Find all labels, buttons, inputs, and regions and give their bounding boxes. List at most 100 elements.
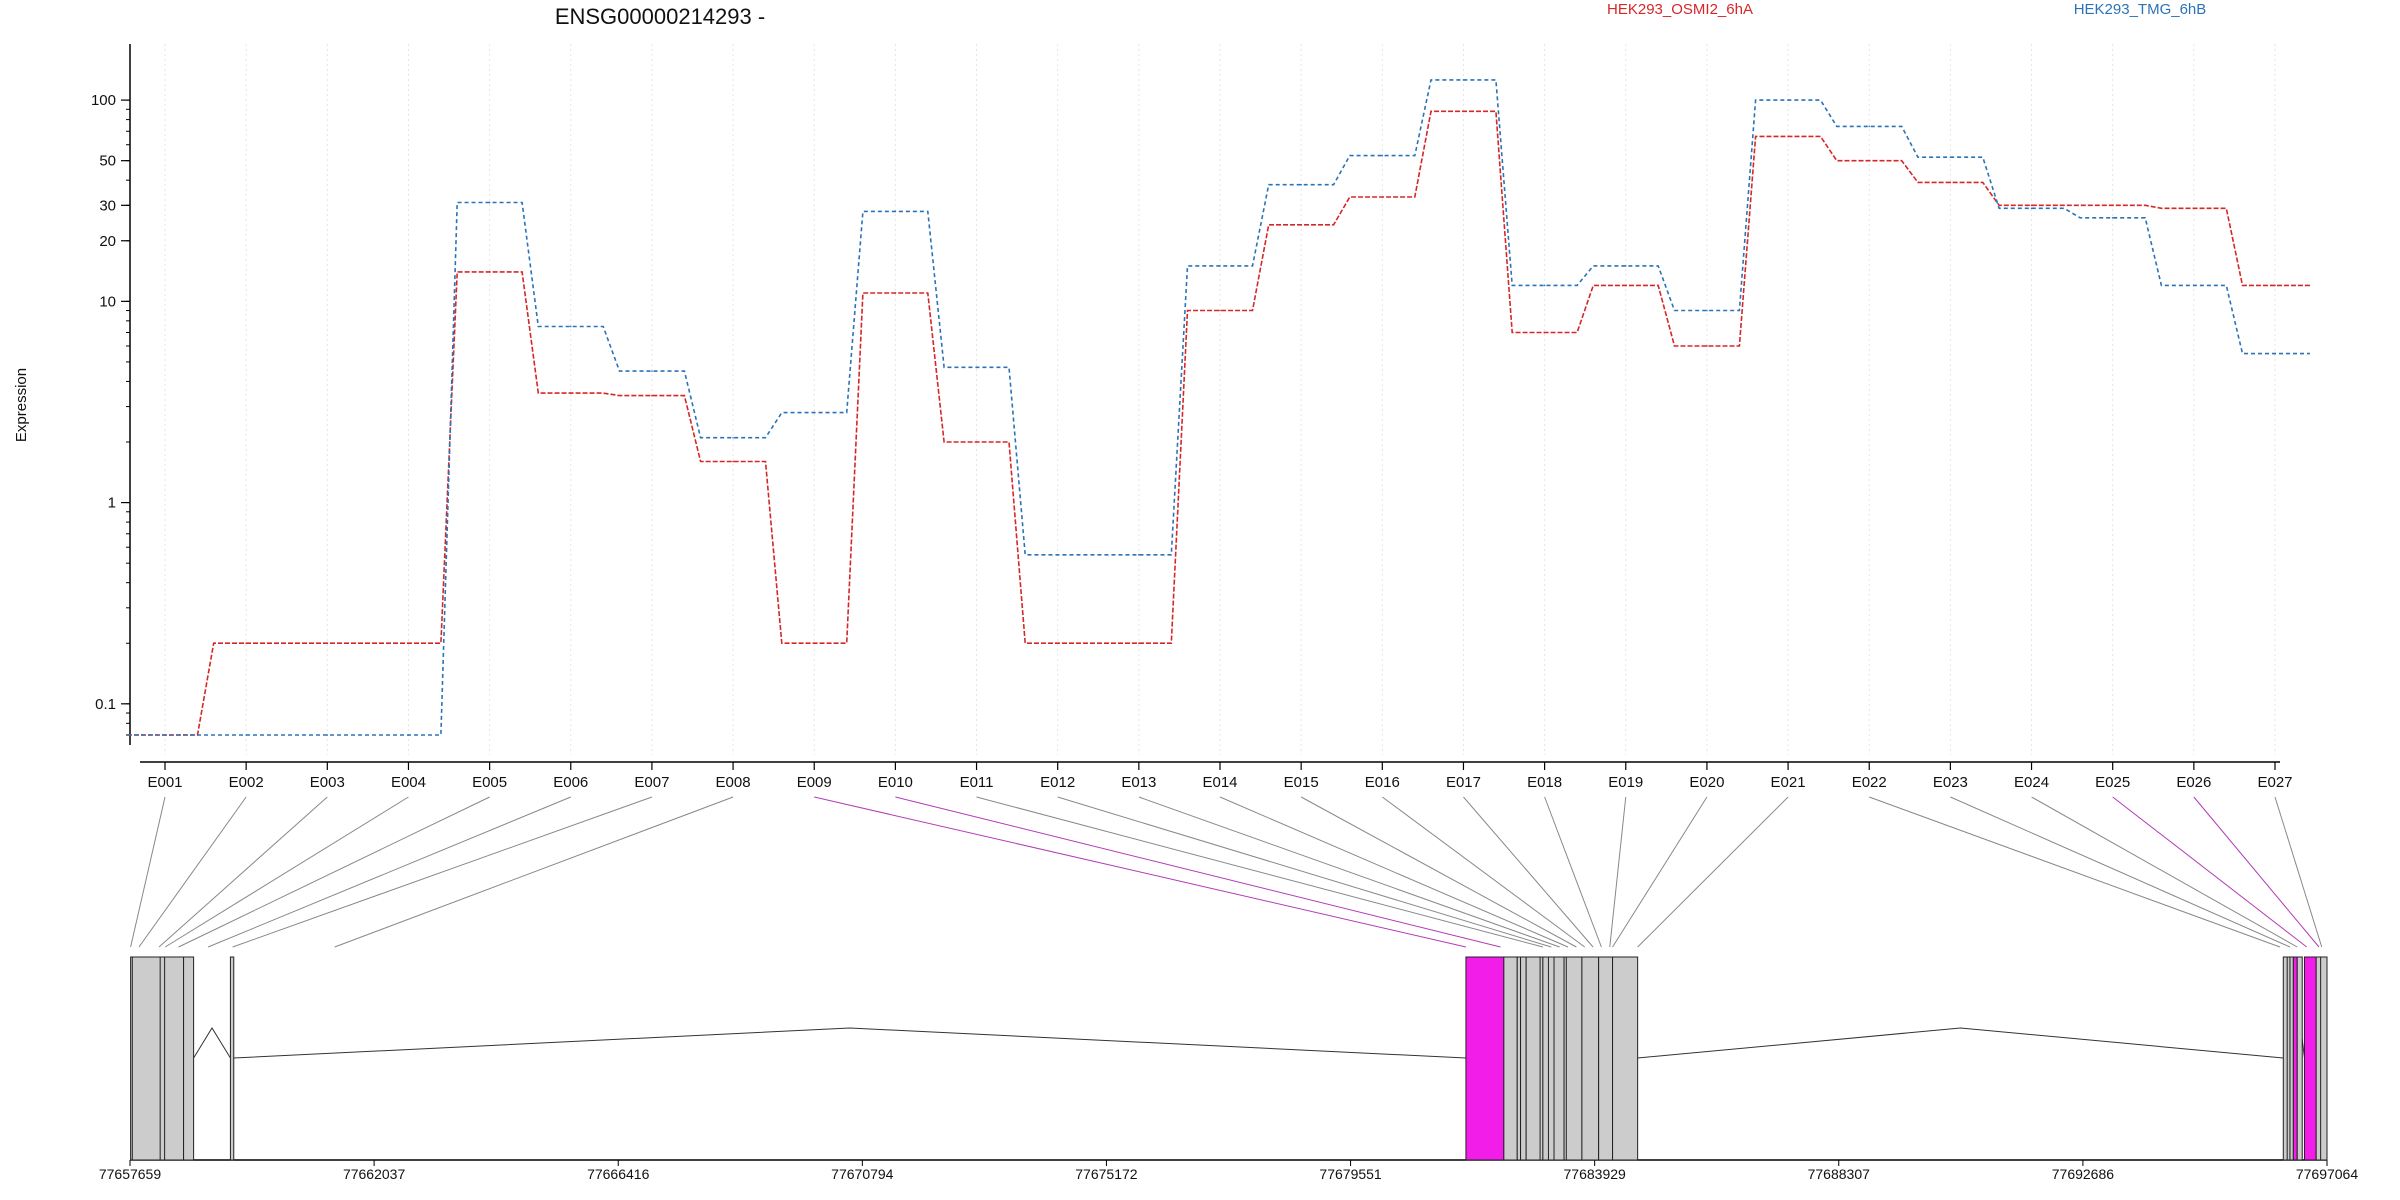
connector-E016: [1382, 796, 1585, 948]
exon-block: [1581, 956, 1600, 1161]
connector-E019: [1609, 796, 1627, 948]
coord-label: 77662037: [343, 1166, 406, 1182]
data-point-E020: [1706, 345, 1708, 347]
connector-E024: [2031, 796, 2298, 948]
data-point-E014: [1219, 309, 1221, 312]
exon-label-E013: E013: [1121, 774, 1156, 791]
y-tick-label: 10: [99, 293, 116, 310]
intron-line: [1637, 1027, 2284, 1059]
exon-label-E010: E010: [878, 774, 913, 791]
coord-label: 77692686: [2052, 1166, 2115, 1182]
exon-block: [2282, 956, 2291, 1161]
exon-label-E017: E017: [1446, 774, 1481, 791]
exon-label-E004: E004: [391, 774, 426, 791]
exon-label-E019: E019: [1608, 774, 1643, 791]
exon-label-E007: E007: [634, 774, 669, 791]
intron-line: [193, 1027, 231, 1059]
data-point-E012: [1056, 642, 1059, 645]
coord-label: 77697064: [2296, 1166, 2359, 1182]
exon-block: [1516, 956, 1522, 1161]
data-point-E008: [732, 436, 734, 439]
data-point-E019: [1624, 284, 1627, 287]
data-point-E003: [326, 642, 329, 645]
chart-title: ENSG00000214293 -: [555, 4, 765, 29]
data-point-E002: [245, 734, 247, 736]
connector-E003: [158, 796, 328, 948]
y-tick-label: 0.1: [95, 696, 116, 713]
exon-label-E026: E026: [2176, 774, 2211, 791]
legend-entry-tmg: HEK293_TMG_6hB: [2074, 1, 2207, 18]
connector-E005: [178, 796, 490, 948]
exon-label-E014: E014: [1202, 774, 1237, 791]
connector-E006: [207, 796, 571, 948]
intron-line: [233, 1027, 1466, 1059]
connector-E002: [138, 796, 247, 948]
data-point-E023: [1949, 156, 1952, 159]
connector-E023: [1950, 796, 2291, 948]
data-point-E026: [2193, 284, 2195, 287]
data-point-E004: [407, 734, 410, 736]
data-point-E026: [2193, 207, 2195, 210]
data-point-E015: [1300, 224, 1302, 226]
exon-label-E018: E018: [1527, 774, 1562, 791]
connector-E025: [2112, 796, 2308, 948]
data-point-E017: [1462, 79, 1465, 81]
connector-E017: [1463, 796, 1594, 948]
data-point-E022: [1868, 125, 1871, 128]
exon-block: [183, 956, 195, 1161]
coord-label: 77670794: [831, 1166, 894, 1182]
exon-block: [2289, 956, 2294, 1161]
connector-E018: [1544, 796, 1602, 948]
exon-label-E027: E027: [2257, 774, 2292, 791]
connector-E012: [1057, 796, 1552, 948]
data-point-E009: [813, 411, 816, 414]
data-point-E027: [2274, 284, 2276, 287]
data-point-E018: [1543, 331, 1546, 334]
connector-E009: [814, 796, 1467, 948]
exon-label-E012: E012: [1040, 774, 1075, 791]
data-point-E021: [1787, 135, 1789, 138]
data-point-E001: [164, 734, 166, 736]
data-point-E007: [651, 394, 653, 397]
exon-block-highlighted: [2292, 956, 2298, 1161]
data-point-E016: [1381, 196, 1384, 198]
exon-block: [130, 956, 185, 1161]
data-point-E002: [245, 642, 247, 645]
data-point-E010: [894, 292, 897, 294]
data-point-E027: [2274, 352, 2276, 355]
data-point-E003: [326, 734, 329, 736]
data-point-E022: [1868, 159, 1871, 162]
data-point-E025: [2111, 217, 2114, 219]
coord-label: 77657659: [99, 1166, 162, 1182]
coord-label: 77675172: [1075, 1166, 1138, 1182]
connector-E014: [1219, 796, 1569, 948]
exon-label-E006: E006: [553, 774, 588, 791]
data-point-E013: [1138, 554, 1140, 556]
exon-label-E005: E005: [472, 774, 507, 791]
x-gridlines: [164, 44, 2276, 755]
connector-E020: [1612, 796, 1708, 948]
data-point-E008: [732, 460, 734, 463]
exon-label-E020: E020: [1689, 774, 1724, 791]
data-point-E025: [2111, 204, 2114, 207]
y-tick-label: 100: [91, 92, 116, 109]
connector-E004: [164, 796, 409, 948]
data-point-E023: [1949, 181, 1952, 184]
data-point-E021: [1787, 99, 1789, 101]
data-point-E014: [1219, 265, 1221, 267]
coord-label: 77666416: [587, 1166, 650, 1182]
connector-E007: [232, 796, 653, 948]
data-point-E005: [488, 201, 491, 204]
exon-label-E016: E016: [1365, 774, 1400, 791]
data-point-E020: [1706, 309, 1708, 312]
exon-label-E002: E002: [229, 774, 264, 791]
exon-block: [1598, 956, 1614, 1161]
exon-connector-lines: [130, 796, 2323, 948]
connector-E022: [1869, 796, 2281, 948]
y-tick-label: 1: [108, 495, 116, 512]
data-point-E005: [488, 271, 491, 273]
coord-label: 77688307: [1808, 1166, 1871, 1182]
exon-block: [1503, 956, 1518, 1161]
y-tick-label: 20: [99, 233, 116, 250]
